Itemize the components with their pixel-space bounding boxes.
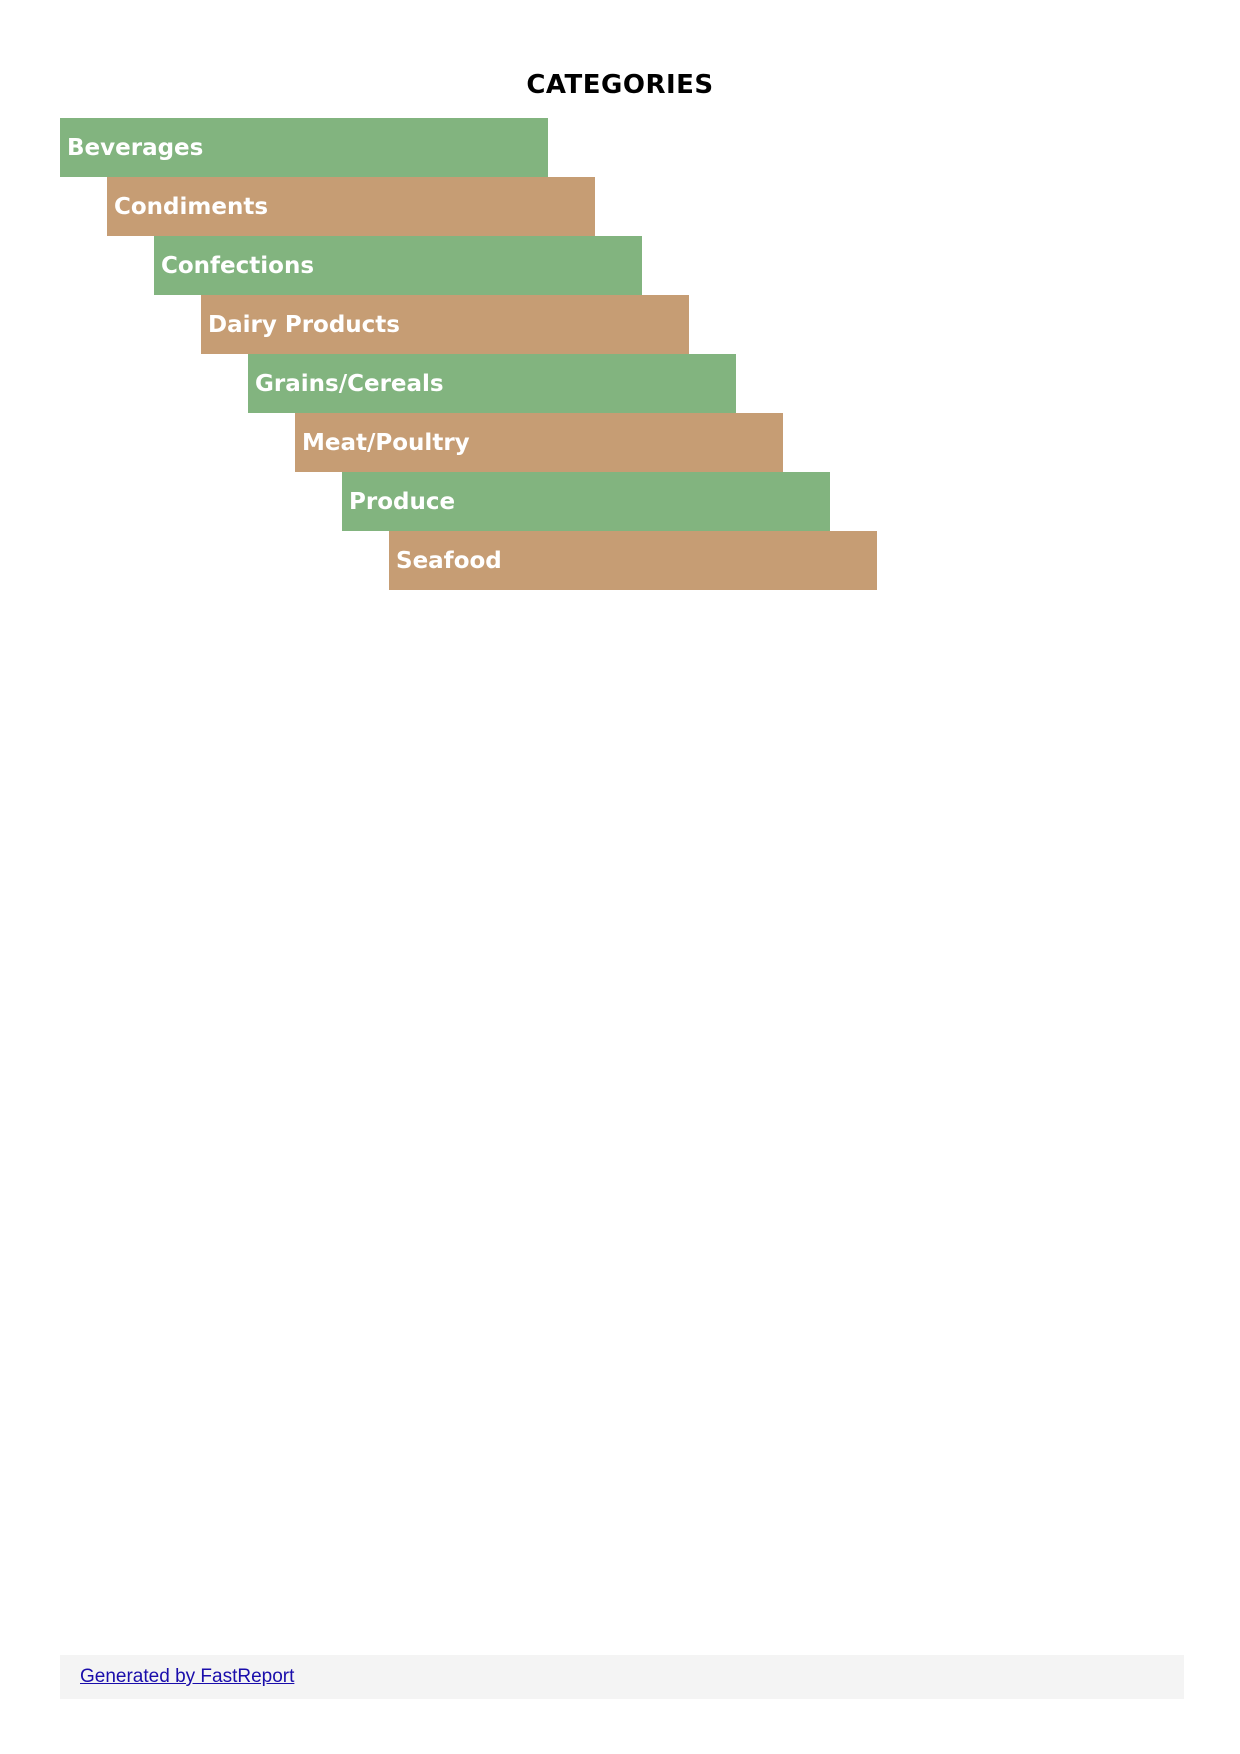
category-band-dairy-products: Dairy Products: [201, 295, 689, 354]
report-title: CATEGORIES: [526, 70, 714, 100]
category-band-beverages: Beverages: [60, 118, 548, 177]
category-band-confections: Confections: [154, 236, 642, 295]
category-band-meat-poultry: Meat/Poultry: [295, 413, 783, 472]
category-band-grains-cereals: Grains/Cereals: [248, 354, 736, 413]
fastreport-link[interactable]: Generated by FastReport: [80, 1666, 295, 1687]
category-band-produce: Produce: [342, 472, 830, 531]
category-band-condiments: Condiments: [107, 177, 595, 236]
category-band-seafood: Seafood: [389, 531, 877, 590]
report-footer: Generated by FastReport: [60, 1655, 1184, 1699]
category-list: Beverages Condiments Confections Dairy P…: [0, 0, 1240, 600]
